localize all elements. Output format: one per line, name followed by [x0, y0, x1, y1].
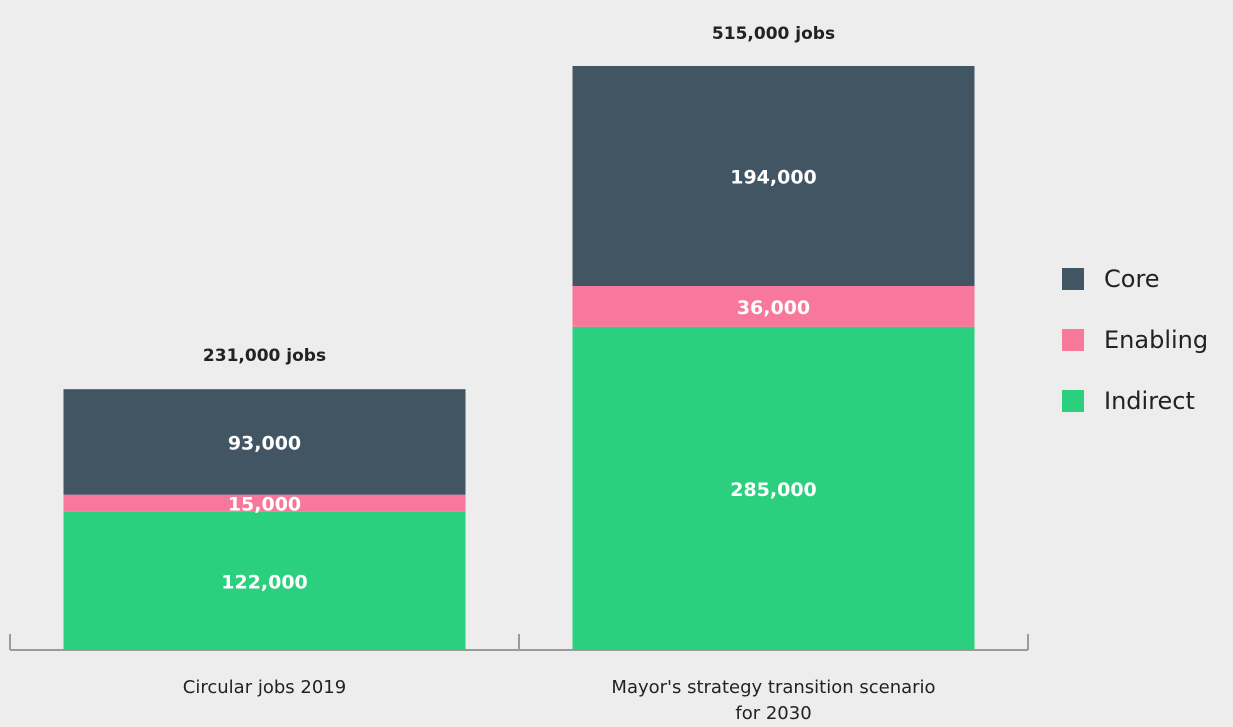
- bar-segment: [572, 66, 975, 286]
- legend-swatch: [1062, 268, 1084, 290]
- x-tick-label: Circular jobs 2019: [182, 677, 347, 698]
- bar-segment: [572, 285, 975, 327]
- value-label: 36,000: [737, 297, 810, 319]
- bar-segment: [63, 494, 466, 512]
- legend-label: Enabling: [1104, 326, 1208, 354]
- legend-swatch: [1062, 390, 1084, 412]
- value-label: 285,000: [730, 479, 817, 501]
- value-label: 194,000: [730, 166, 817, 188]
- legend-label: Core: [1104, 265, 1160, 293]
- x-tick-label: Mayor's strategy transition scenario for…: [611, 677, 936, 724]
- value-label: 93,000: [228, 432, 301, 454]
- total-label: 231,000 jobs: [203, 346, 326, 366]
- value-label: 15,000: [228, 494, 301, 516]
- value-label: 122,000: [221, 571, 308, 593]
- bar-segment: [63, 511, 466, 650]
- legend-swatch: [1062, 329, 1084, 351]
- total-label: 515,000 jobs: [712, 24, 835, 44]
- bar-segment: [572, 326, 975, 650]
- legend-label: Indirect: [1104, 387, 1195, 415]
- bar-segment: [63, 389, 466, 495]
